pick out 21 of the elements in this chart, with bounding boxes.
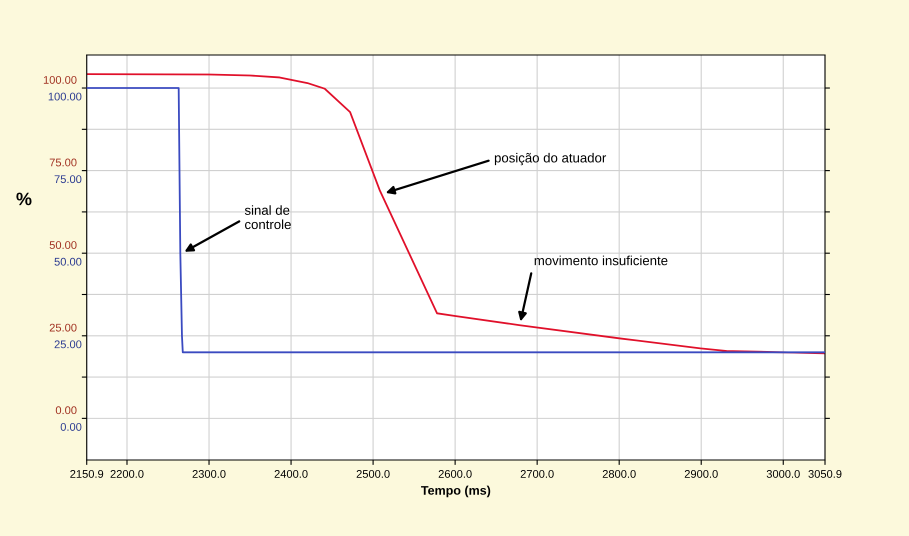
y-tick-label: 75.00 <box>50 158 77 166</box>
x-tick-label: 2150.9 <box>70 470 104 478</box>
x-tick-label: 2200.0 <box>110 470 144 478</box>
x-tick-label: 3000.0 <box>766 470 800 478</box>
y-tick-label: 100.00 <box>44 76 77 84</box>
x-tick-label: 2400.0 <box>274 470 308 478</box>
x-tick-label: 2500.0 <box>356 470 390 478</box>
x-axis-title: Tempo (ms) <box>421 486 490 498</box>
y-tick-label: 50.00 <box>50 241 77 249</box>
x-tick-label: 2700.0 <box>520 470 554 478</box>
x-tick-label: 2900.0 <box>684 470 718 478</box>
y-axis-title: % <box>16 192 32 206</box>
annotation: sinal de controle <box>244 205 291 230</box>
x-tick-label: 2300.0 <box>192 470 226 478</box>
y-tick-label: 25.00 <box>50 324 77 332</box>
annotation: movimento insuficiente <box>534 256 668 266</box>
y-tick-label: 0.00 <box>56 406 77 414</box>
annotation: posição do atuador <box>494 152 606 166</box>
x-tick-label: 2600.0 <box>438 470 472 478</box>
x-tick-label: 2800.0 <box>602 470 636 478</box>
x-tick-label: 3050.9 <box>808 470 842 478</box>
